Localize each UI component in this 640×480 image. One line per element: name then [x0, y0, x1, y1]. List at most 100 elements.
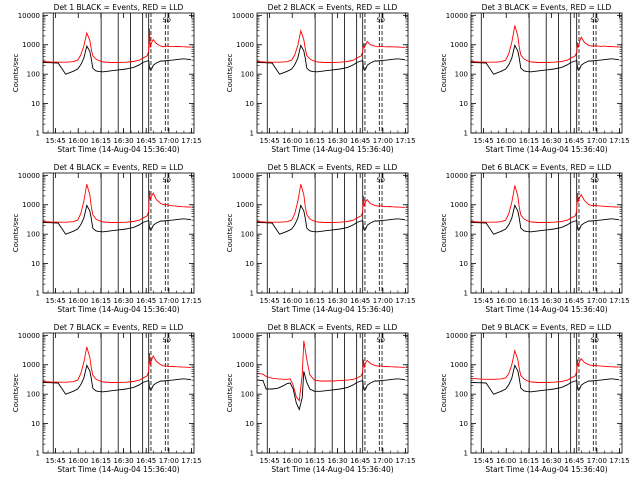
det-2-ytick-label-10: 10 [245, 100, 254, 108]
det-2-ytick-label-1000: 1000 [236, 41, 254, 49]
det-9-xtick-label-16:00: 16:00 [496, 457, 516, 465]
det-5-series-lld [257, 184, 406, 223]
det-8-xtick-label-17:15: 17:15 [395, 457, 415, 465]
det-7-ytick-label-100: 100 [27, 391, 40, 399]
det-3-series-lld [471, 25, 620, 63]
det-5-ytick-label-1000: 1000 [236, 201, 254, 209]
det-2-xtick-label-17:00: 17:00 [373, 137, 393, 145]
det-8-xtick-label-17:00: 17:00 [373, 457, 393, 465]
det-8-sd-label: SD [376, 337, 385, 344]
det-7-xtick-label-15:45: 15:45 [45, 457, 65, 465]
det-2-sd-label: SD [376, 17, 385, 24]
det-8-ytick-label-1: 1 [250, 450, 254, 458]
det-9-series-lld [471, 349, 620, 383]
det-7-ytick-label-1000: 1000 [22, 361, 40, 369]
det-8-ytick-label-1000: 1000 [236, 361, 254, 369]
det-3-series-events [471, 44, 620, 75]
det-1-ytick-label-100: 100 [27, 71, 40, 79]
det-9-xtick-label-16:30: 16:30 [541, 457, 561, 465]
det-1-xtick-label-16:30: 16:30 [113, 137, 133, 145]
det-5-ytick-label-1: 1 [250, 290, 254, 298]
det-4-xlabel: Start Time (14-Aug-04 15:36:40) [57, 305, 179, 314]
det-4-title: Det 4 BLACK = Events, RED = LLD [54, 163, 184, 172]
det-2-ytick-label-1: 1 [250, 130, 254, 138]
det-1-panel: SD 1 10 100 1000 10000 15:45 16:00 16:15 16:30 16:… [12, 3, 202, 154]
det-8-xtick-label-16:30: 16:30 [327, 457, 347, 465]
det-2-ytick-label-10000: 10000 [232, 12, 254, 20]
det-9-ytick-label-1: 1 [464, 450, 468, 458]
det-1-xtick-label-17:15: 17:15 [181, 137, 201, 145]
det-5-title: Det 5 BLACK = Events, RED = LLD [268, 163, 398, 172]
det-3-xtick-label-15:45: 15:45 [473, 137, 493, 145]
det-4-axes-frame [42, 172, 195, 294]
det-6-ytick-label-100: 100 [455, 231, 468, 239]
det-8-series-events [257, 371, 406, 411]
det-7-panel: SD 1 10 100 1000 10000 15:45 16:00 16:15 16:30 16:… [12, 323, 202, 474]
det-3-ylabel: Counts/sec [440, 54, 448, 93]
det-6-xtick-label-17:15: 17:15 [609, 297, 629, 305]
det-6-axes-frame [470, 172, 623, 294]
det-3-xtick-label-17:15: 17:15 [609, 137, 629, 145]
det-5-panel: SD 1 10 100 1000 10000 15:45 16:00 16:15 16:30 16:… [226, 163, 416, 314]
det-8-xtick-label-16:15: 16:15 [305, 457, 325, 465]
det-6-sd-label: SD [590, 177, 599, 184]
det-6-ytick-label-1000: 1000 [450, 201, 468, 209]
det-1-ytick-label-1: 1 [36, 130, 40, 138]
det-4-xtick-label-16:45: 16:45 [136, 297, 156, 305]
det-2-panel: SD 1 10 100 1000 10000 15:45 16:00 16:15 16:30 16:… [226, 3, 416, 154]
det-3-ytick-label-100: 100 [455, 71, 468, 79]
det-5-xlabel: Start Time (14-Aug-04 15:36:40) [271, 305, 393, 314]
det-3-ytick-label-1000: 1000 [450, 41, 468, 49]
det-6-xtick-label-16:45: 16:45 [564, 297, 584, 305]
det-9-ytick-label-10000: 10000 [446, 332, 468, 340]
det-4-panel: SD 1 10 100 1000 10000 15:45 16:00 16:15 16:30 16:… [12, 163, 202, 314]
det-1-xtick-label-16:45: 16:45 [136, 137, 156, 145]
det-7-series-events [43, 364, 192, 395]
det-7-xlabel: Start Time (14-Aug-04 15:36:40) [57, 465, 179, 474]
det-6-xtick-label-16:00: 16:00 [496, 297, 516, 305]
det-8-xtick-label-16:45: 16:45 [350, 457, 370, 465]
det-9-ytick-label-10: 10 [459, 420, 468, 428]
det-5-xtick-label-16:45: 16:45 [350, 297, 370, 305]
det-9-ytick-label-100: 100 [455, 391, 468, 399]
det-9-sd-label: SD [590, 337, 599, 344]
det-1-axes-frame [42, 12, 195, 134]
det-3-sd-label: SD [590, 17, 599, 24]
det-2-xtick-label-16:30: 16:30 [327, 137, 347, 145]
det-5-ylabel: Counts/sec [226, 214, 234, 253]
det-1-ylabel: Counts/sec [12, 54, 20, 93]
det-6-xtick-label-16:30: 16:30 [541, 297, 561, 305]
det-4-xtick-label-16:15: 16:15 [91, 297, 111, 305]
det-3-xtick-label-16:15: 16:15 [519, 137, 539, 145]
det-8-xtick-label-16:00: 16:00 [282, 457, 302, 465]
det-8-ytick-label-10000: 10000 [232, 332, 254, 340]
det-7-axes-frame [42, 332, 195, 454]
det-6-ylabel: Counts/sec [440, 214, 448, 253]
det-2-ylabel: Counts/sec [226, 54, 234, 93]
det-2-xtick-label-17:15: 17:15 [395, 137, 415, 145]
det-6-title: Det 6 BLACK = Events, RED = LLD [482, 163, 612, 172]
det-3-panel: SD 1 10 100 1000 10000 15:45 16:00 16:15 16:30 16:… [440, 3, 630, 154]
det-7-ylabel: Counts/sec [12, 374, 20, 413]
det-7-sd-label: SD [162, 337, 171, 344]
det-8-axes-frame [256, 332, 409, 454]
det-9-xtick-label-17:15: 17:15 [609, 457, 629, 465]
det-1-xlabel: Start Time (14-Aug-04 15:36:40) [57, 145, 179, 154]
det-7-xtick-label-17:00: 17:00 [159, 457, 179, 465]
det-7-ytick-label-1: 1 [36, 450, 40, 458]
det-9-title: Det 9 BLACK = Events, RED = LLD [482, 323, 612, 332]
det-4-xtick-label-16:30: 16:30 [113, 297, 133, 305]
det-2-title: Det 2 BLACK = Events, RED = LLD [268, 3, 398, 12]
det-8-xlabel: Start Time (14-Aug-04 15:36:40) [271, 465, 393, 474]
det-8-ytick-label-100: 100 [241, 391, 254, 399]
det-9-xtick-label-16:45: 16:45 [564, 457, 584, 465]
det-3-xtick-label-16:30: 16:30 [541, 137, 561, 145]
det-5-xtick-label-17:15: 17:15 [395, 297, 415, 305]
det-1-ytick-label-10000: 10000 [18, 12, 40, 20]
det-6-ytick-label-10: 10 [459, 260, 468, 268]
det-8-ytick-label-10: 10 [245, 420, 254, 428]
det-2-xtick-label-16:15: 16:15 [305, 137, 325, 145]
det-5-ytick-label-10: 10 [245, 260, 254, 268]
det-9-ylabel: Counts/sec [440, 374, 448, 413]
